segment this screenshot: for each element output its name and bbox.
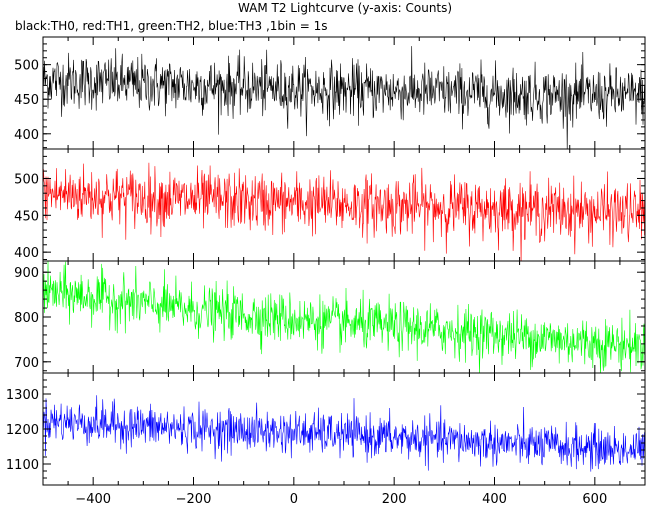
panel-frame: [42, 148, 646, 262]
chart-title: WAM T2 Lightcurve (y-axis: Counts): [238, 1, 452, 15]
panel-th3: 1100 1200 1300: [6, 372, 646, 486]
series-line-th1: [43, 162, 645, 261]
y-tick-label: 500: [14, 59, 39, 74]
y-tick-label: 500: [14, 172, 39, 187]
y-tick-label: 800: [14, 311, 39, 326]
x-tick-label: 200: [382, 492, 407, 505]
y-tick-label: 1300: [6, 388, 39, 403]
x-tick-label: 600: [582, 492, 607, 505]
y-tick-label: 1200: [6, 423, 39, 438]
panel-th1: 400 450 500: [14, 148, 646, 262]
y-tick-label: 450: [14, 93, 39, 108]
x-tick-label: 400: [482, 492, 507, 505]
y-tick-label: 1100: [6, 458, 39, 473]
y-tick-label: 400: [14, 128, 39, 143]
y-tick-label: 400: [14, 246, 39, 261]
y-tick-label: 700: [14, 356, 39, 371]
y-tick-label: 450: [14, 209, 39, 224]
series-line-th0: [43, 46, 645, 149]
panel-th0: 400 450 500: [14, 36, 646, 150]
x-tick-label: 0: [290, 492, 298, 505]
y-tick-label: 900: [14, 266, 39, 281]
series-line-th2: [43, 261, 645, 373]
chart-subtitle: black:TH0, red:TH1, green:TH2, blue:TH3 …: [15, 19, 328, 33]
x-tick-label: −400: [75, 492, 111, 505]
series-line-th3: [43, 395, 645, 472]
x-tick-label: −200: [176, 492, 212, 505]
panel-th2: 700 800 900: [14, 260, 646, 374]
